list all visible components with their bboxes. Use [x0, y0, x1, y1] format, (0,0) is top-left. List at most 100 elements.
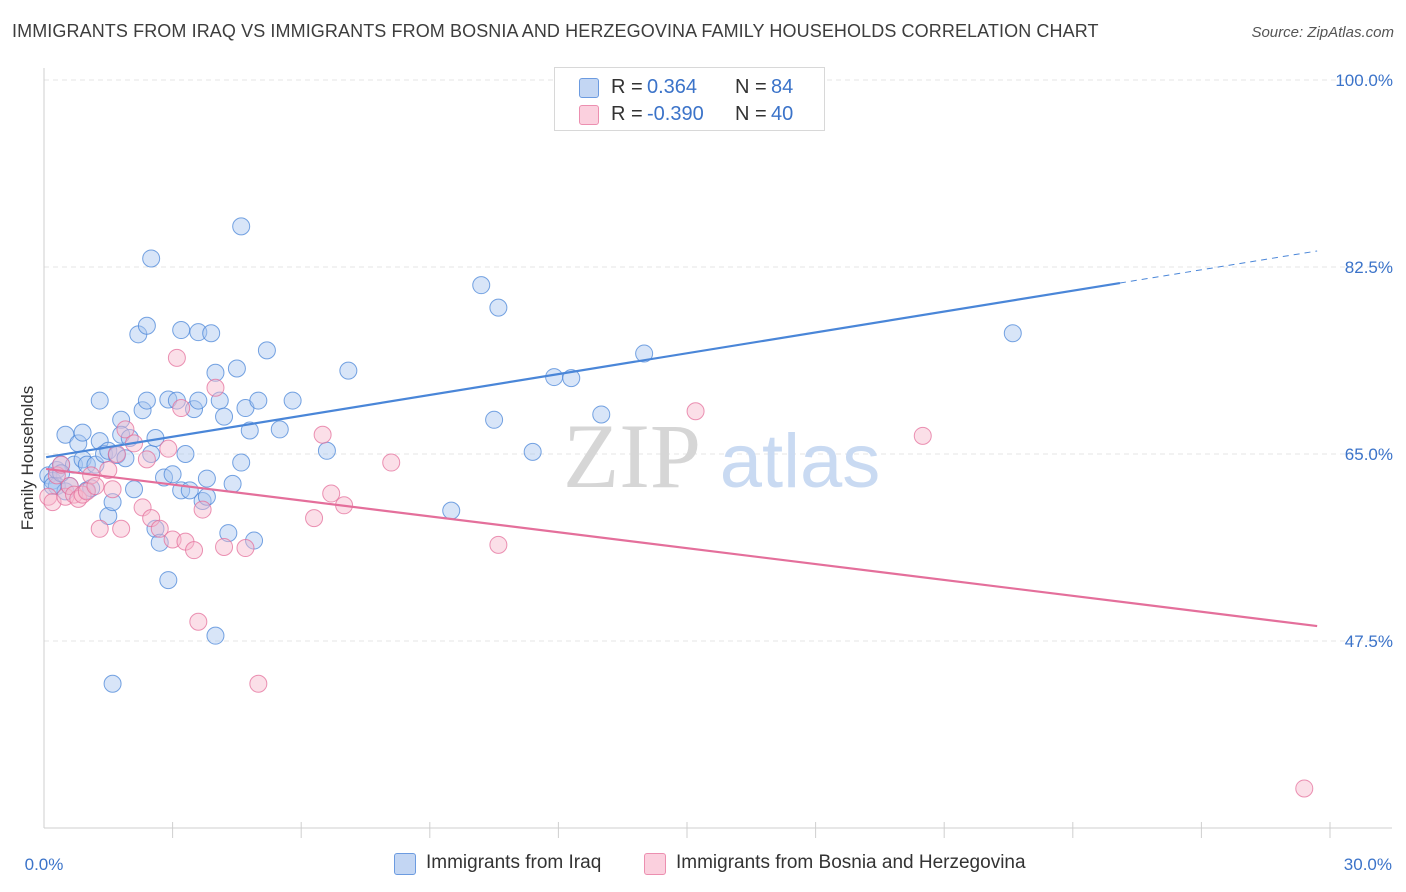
- data-point-bosnia: [52, 455, 71, 474]
- data-point-bosnia: [107, 445, 126, 463]
- data-point-iraq: [176, 445, 195, 463]
- legend-label-bosnia: Immigrants from Bosnia and Herzegovina: [676, 852, 1026, 873]
- data-point-iraq: [103, 674, 122, 693]
- data-point-iraq: [73, 423, 92, 442]
- data-point-bosnia: [686, 402, 705, 421]
- data-point-bosnia: [172, 399, 191, 418]
- data-point-iraq: [103, 493, 122, 512]
- legend-swatch-bosnia: [579, 105, 599, 125]
- data-point-iraq: [99, 506, 118, 525]
- data-point-iraq: [562, 369, 581, 388]
- data-point-iraq: [159, 571, 178, 590]
- legend-swatch-iraq: [579, 78, 599, 98]
- data-point-iraq: [219, 524, 238, 543]
- data-point-iraq: [232, 453, 251, 472]
- data-point-iraq: [189, 323, 208, 342]
- data-point-iraq: [206, 363, 225, 382]
- data-point-iraq: [125, 480, 144, 499]
- trend-lines: [45, 250, 1318, 628]
- data-point-iraq: [523, 442, 542, 461]
- data-point-bosnia: [185, 541, 204, 560]
- watermark-zip: ZIP: [563, 405, 701, 507]
- data-point-iraq: [197, 469, 216, 488]
- data-point-iraq: [163, 465, 182, 484]
- data-point-iraq: [317, 441, 336, 460]
- data-point-iraq: [133, 401, 152, 420]
- legend-swatch-bosnia: [644, 853, 666, 875]
- data-point-iraq: [202, 324, 221, 343]
- data-point-iraq: [592, 405, 611, 424]
- data-point-bosnia: [137, 450, 156, 469]
- y-tick-label: 100.0%: [1335, 71, 1393, 90]
- data-point-bosnia: [1295, 779, 1314, 798]
- data-point-bosnia: [103, 480, 122, 499]
- axes: [43, 68, 1392, 838]
- data-point-iraq: [206, 626, 225, 645]
- data-point-iraq: [223, 474, 242, 493]
- data-point-bosnia: [116, 420, 135, 439]
- data-point-iraq: [1003, 324, 1022, 343]
- legend-swatch-iraq: [394, 853, 416, 875]
- data-points: [39, 217, 1314, 798]
- data-point-bosnia: [382, 453, 401, 472]
- data-point-iraq: [215, 407, 234, 426]
- data-point-iraq: [185, 400, 204, 419]
- data-point-bosnia: [206, 378, 225, 397]
- data-point-bosnia: [189, 612, 208, 631]
- data-point-bosnia: [99, 461, 118, 480]
- data-point-iraq: [90, 391, 109, 410]
- y-tick-label: 65.0%: [1345, 445, 1393, 464]
- legend-r-label: R =: [611, 76, 643, 98]
- trend-line-iraq-extension: [1119, 250, 1318, 284]
- watermark: ZIP atlas: [563, 405, 880, 507]
- data-point-iraq: [257, 341, 276, 360]
- legend-r-value-bosnia: -0.390: [647, 103, 704, 125]
- data-point-iraq: [472, 276, 491, 295]
- data-point-bosnia: [167, 348, 186, 367]
- data-point-iraq: [112, 410, 131, 429]
- chart-title: IMMIGRANTS FROM IRAQ VS IMMIGRANTS FROM …: [12, 21, 1099, 41]
- legend-n-value-iraq: 84: [771, 76, 794, 98]
- data-point-bosnia: [215, 537, 234, 556]
- data-point-iraq: [249, 391, 268, 410]
- legend-n-label: N =: [735, 103, 767, 125]
- data-point-bosnia: [913, 426, 932, 445]
- data-point-bosnia: [86, 477, 105, 496]
- trend-line-iraq: [45, 281, 1121, 459]
- data-point-iraq: [137, 316, 156, 335]
- correlation-legend: R = 0.364 N = 84 R = -0.390 N = 40: [554, 67, 825, 131]
- data-point-bosnia: [489, 535, 508, 554]
- legend-n-label: N =: [735, 76, 767, 98]
- x-tick-label: 30.0%: [1344, 855, 1392, 874]
- data-point-bosnia: [60, 477, 79, 496]
- data-point-bosnia: [90, 519, 109, 538]
- data-point-iraq: [485, 410, 504, 429]
- data-point-iraq: [172, 321, 191, 340]
- data-point-iraq: [339, 361, 358, 380]
- data-point-iraq: [232, 217, 251, 236]
- data-point-iraq: [189, 391, 208, 410]
- data-point-bosnia: [305, 509, 324, 528]
- y-tick-label: 82.5%: [1345, 258, 1393, 277]
- watermark-atlas: atlas: [720, 419, 881, 504]
- data-point-bosnia: [313, 425, 332, 444]
- legend-n-value-bosnia: 40: [771, 103, 794, 125]
- legend-r-label: R =: [611, 103, 643, 125]
- y-tick-label: 47.5%: [1345, 632, 1393, 651]
- data-point-bosnia: [236, 539, 255, 558]
- legend-r-value-iraq: 0.364: [647, 76, 698, 98]
- source-label: Source: ZipAtlas.com: [1251, 24, 1394, 41]
- tick-labels: 47.5% 65.0% 82.5% 100.0% 0.0% 30.0%: [25, 71, 1393, 874]
- data-point-iraq: [116, 449, 135, 468]
- data-point-iraq: [270, 420, 289, 439]
- data-point-iraq: [635, 344, 654, 363]
- trend-line-bosnia: [46, 467, 1318, 628]
- data-point-bosnia: [112, 519, 131, 538]
- data-point-iraq: [442, 501, 461, 520]
- x-tick-label: 0.0%: [25, 855, 64, 874]
- data-point-iraq: [240, 421, 259, 440]
- data-point-iraq: [283, 391, 302, 410]
- data-point-iraq: [227, 359, 246, 378]
- data-point-bosnia: [249, 674, 268, 693]
